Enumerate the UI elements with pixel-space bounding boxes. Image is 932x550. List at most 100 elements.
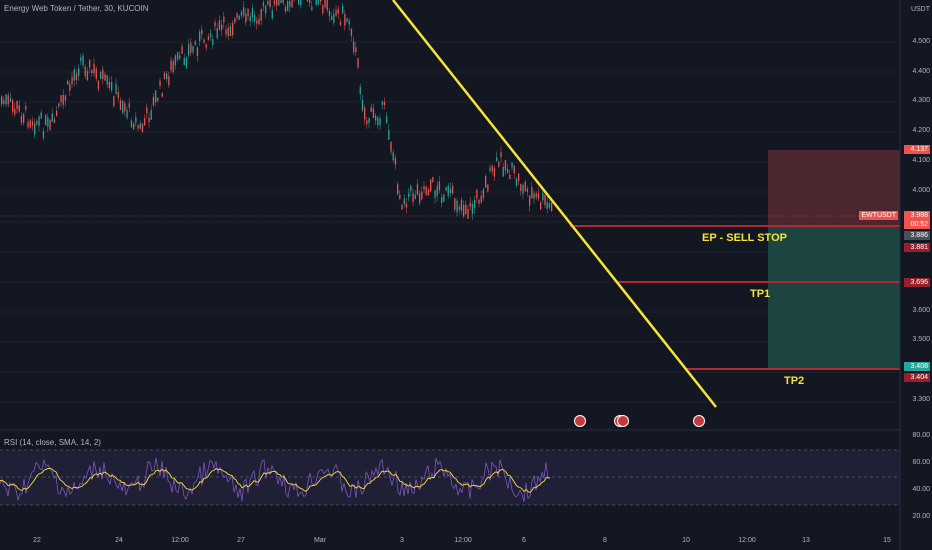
- candle: [273, 0, 276, 5]
- candle: [276, 0, 278, 6]
- candle: [205, 44, 207, 48]
- candle: [73, 69, 75, 81]
- candle: [148, 117, 150, 123]
- candle: [441, 196, 443, 203]
- candle: [364, 107, 366, 120]
- candle: [337, 8, 339, 14]
- candle: [513, 165, 515, 174]
- candle: [416, 184, 419, 195]
- candle: [12, 100, 14, 112]
- candle: [152, 96, 155, 106]
- candle: [126, 110, 128, 118]
- currency-label: USDT: [910, 6, 930, 13]
- candle: [328, 10, 331, 17]
- economic-event-icon[interactable]: [617, 415, 629, 427]
- candle: [452, 186, 454, 194]
- candle: [38, 116, 40, 126]
- candle: [243, 6, 245, 16]
- candle: [7, 95, 9, 105]
- candle: [53, 119, 56, 123]
- candle: [106, 75, 108, 85]
- candle: [177, 52, 179, 60]
- candle: [432, 177, 434, 182]
- candle: [289, 1, 291, 7]
- candle: [443, 194, 445, 202]
- candle: [51, 113, 53, 122]
- candle: [520, 183, 522, 191]
- time-label: 12:00: [454, 537, 472, 544]
- entry-annotation: EP - SELL STOP: [702, 232, 787, 244]
- countdown-badge: 00:52: [904, 220, 930, 229]
- candle: [478, 199, 480, 204]
- candle: [91, 69, 93, 74]
- candle: [412, 193, 414, 202]
- economic-event-icon[interactable]: [574, 415, 586, 427]
- candle: [150, 110, 152, 120]
- candle: [410, 185, 412, 192]
- candle: [196, 47, 199, 57]
- candle: [445, 187, 447, 191]
- candle: [542, 192, 544, 201]
- candle: [71, 77, 73, 84]
- candle: [23, 114, 25, 123]
- candle: [526, 188, 529, 192]
- candle: [500, 152, 502, 158]
- tp1-price-badge: 3.696: [904, 278, 930, 287]
- candle: [485, 176, 487, 188]
- candle: [267, 0, 269, 6]
- candle: [359, 86, 361, 95]
- candle: [271, 10, 273, 19]
- candle: [346, 18, 348, 22]
- candle: [350, 28, 353, 36]
- candle: [434, 190, 436, 199]
- candle: [155, 90, 157, 103]
- candle: [82, 55, 84, 66]
- candle: [144, 118, 146, 126]
- candle: [137, 125, 139, 129]
- candle: [256, 20, 258, 24]
- candle: [515, 178, 518, 186]
- candle: [471, 204, 474, 214]
- candle: [139, 123, 141, 129]
- candle: [548, 203, 551, 208]
- candle: [511, 162, 513, 168]
- candle: [190, 42, 192, 53]
- candle: [104, 73, 106, 81]
- candle: [1, 96, 3, 105]
- candle: [258, 18, 260, 25]
- symbol-badge: EWTUSDT: [859, 211, 898, 220]
- candle: [9, 98, 12, 102]
- candle: [372, 108, 375, 118]
- candle: [221, 24, 223, 31]
- candle: [84, 66, 86, 77]
- rsi-band: [0, 450, 900, 505]
- candle: [36, 121, 38, 125]
- candle: [447, 185, 449, 196]
- candle: [163, 73, 166, 80]
- candle: [540, 202, 542, 210]
- symbol-title: Energy Web Token / Tether, 30, KUCOIN: [4, 4, 149, 13]
- candle: [113, 96, 115, 107]
- candle: [408, 193, 410, 197]
- candle: [507, 169, 509, 174]
- price-label: 4.400: [912, 68, 930, 75]
- candle: [117, 92, 119, 98]
- candle: [179, 55, 181, 59]
- candle: [482, 189, 485, 198]
- candle: [533, 192, 535, 199]
- candle: [421, 191, 423, 200]
- candle: [161, 92, 163, 97]
- candle: [207, 36, 210, 41]
- candle: [291, 0, 293, 8]
- candle: [141, 123, 144, 133]
- candle: [47, 117, 49, 127]
- rsi-label: 20.00: [912, 513, 930, 520]
- candle: [133, 123, 135, 130]
- economic-event-icon[interactable]: [693, 415, 705, 427]
- candle: [269, 0, 271, 8]
- candle: [174, 55, 177, 66]
- candle: [185, 57, 188, 68]
- candle: [469, 202, 471, 207]
- candle: [375, 115, 377, 121]
